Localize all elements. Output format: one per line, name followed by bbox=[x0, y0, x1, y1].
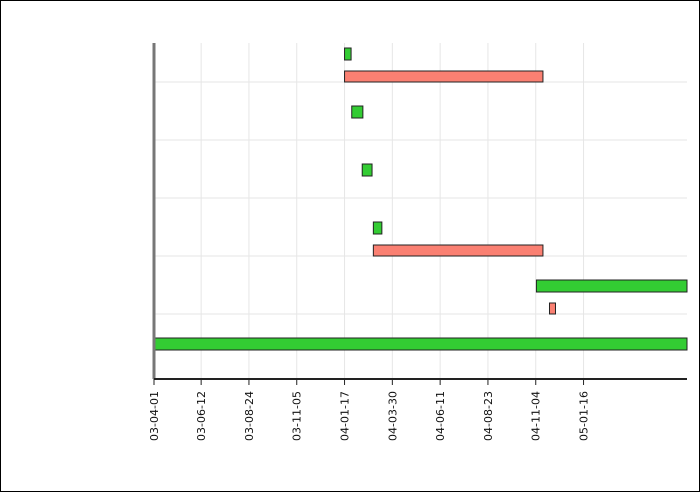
task-bar-green bbox=[153, 337, 688, 351]
x-tick-label: 03-06-12 bbox=[195, 391, 208, 441]
task-bar-green bbox=[344, 47, 352, 61]
task-bar-green bbox=[351, 105, 364, 119]
task-bar-red bbox=[344, 70, 544, 83]
x-tick-label: 03-04-01 bbox=[148, 391, 161, 441]
x-tick-label: 03-11-05 bbox=[291, 391, 304, 441]
x-tick-label: 04-03-30 bbox=[386, 391, 399, 441]
x-tick-label: 04-08-23 bbox=[482, 391, 495, 441]
task-bar-green bbox=[372, 221, 383, 235]
x-tick-label: 04-06-11 bbox=[434, 391, 447, 441]
task-bars bbox=[153, 47, 688, 351]
axes bbox=[152, 43, 687, 380]
grid-lines bbox=[153, 43, 687, 379]
task-bar-red bbox=[372, 244, 544, 257]
x-tick-label: 05-01-16 bbox=[578, 391, 591, 441]
x-tick-label: 04-01-17 bbox=[339, 391, 352, 441]
x-tick-label: 03-08-24 bbox=[243, 391, 256, 441]
x-axis-ticks: 03-04-01 03-06-12 03-08-24 03-11-05 04-01-17… bbox=[148, 379, 591, 441]
task-bar-green bbox=[361, 163, 373, 177]
x-tick-label: 04-11-04 bbox=[530, 391, 543, 441]
task-bar-red bbox=[548, 302, 556, 315]
task-bar-green bbox=[535, 279, 688, 293]
